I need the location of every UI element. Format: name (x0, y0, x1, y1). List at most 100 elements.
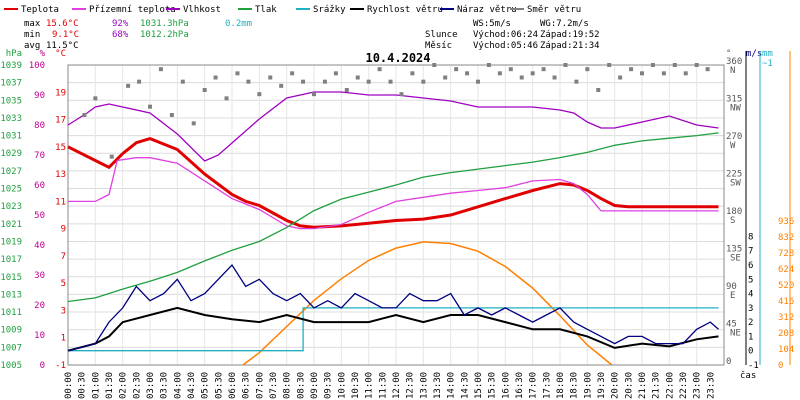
axis-tick-label: 208 (778, 329, 794, 339)
axis-label: hPa (6, 49, 22, 59)
axis-tick-label: 80 (34, 121, 45, 131)
axis-tick-label: 3 (61, 306, 66, 316)
x-tick-label: 05:30 (214, 372, 224, 399)
legend-label-4: Srážky (313, 5, 346, 15)
x-tick-label: 05:00 (201, 372, 211, 399)
x-tick-label: 19:30 (597, 372, 607, 399)
x-tick-label: 13:30 (433, 372, 443, 399)
axis-tick-label: ~1 (762, 59, 773, 69)
wind-direction-point (508, 67, 513, 72)
x-axis-label: čas (740, 370, 756, 381)
axis-tick-label: 270 (726, 132, 742, 142)
grid (67, 64, 725, 366)
series-line-6 (67, 263, 719, 352)
wind-direction-point (366, 79, 371, 84)
axis-tick-label: 416 (778, 297, 794, 307)
axis-tick-label: NW (730, 104, 741, 114)
wind-direction-point (93, 96, 98, 101)
x-tick-label: 23:30 (706, 372, 716, 399)
wind-direction-point (180, 79, 185, 84)
x-tick-label: 12:30 (406, 372, 416, 399)
axis-tick-label: 1023 (0, 202, 22, 212)
axis-tick-label: 70 (34, 151, 45, 161)
wind-direction-point (476, 79, 480, 84)
wind-direction-point (344, 88, 349, 92)
legend-label-6: Náraz větru (457, 5, 517, 15)
wind-direction-point (563, 63, 568, 67)
wind-speed-info: WS:5m/s (473, 19, 511, 29)
x-tick-label: 09:30 (324, 372, 334, 399)
axis-tick-label: SE (730, 254, 741, 264)
axis-tick-label: 520 (778, 281, 794, 291)
sun-label: Slunce (425, 30, 458, 40)
axis-tick-label: 15 (55, 143, 66, 153)
wind-direction-point (683, 71, 688, 76)
x-tick-label: 06:30 (242, 372, 252, 399)
x-tick-label: 15:00 (474, 372, 484, 399)
axis-tick-label: W (730, 141, 736, 151)
series-line-4 (68, 307, 719, 352)
axis-tick-label: 1 (61, 334, 66, 344)
axis-tick-label: 11 (55, 197, 66, 207)
solar-radiation-line (242, 241, 613, 366)
x-tick-label: 10:00 (337, 372, 347, 399)
plot-area (67, 63, 719, 366)
wind-direction-point (519, 75, 524, 80)
x-tick-label: 15:30 (488, 372, 498, 399)
series-line-5 (67, 306, 719, 352)
wind-direction-point (640, 71, 644, 76)
stat-max-temp: 15.6°C (46, 19, 79, 29)
axis-tick-label: 50 (34, 211, 45, 221)
axis-tick-label: 1005 (0, 361, 22, 371)
axis-tick-label: 1015 (0, 273, 22, 283)
x-tick-label: 02:00 (119, 372, 129, 399)
axis-tick-label: 135 (726, 245, 742, 255)
wind-direction-point (486, 63, 491, 67)
axis-tick-label: 1035 (0, 96, 22, 106)
x-tick-label: 18:30 (570, 372, 580, 399)
stat-max-rain: 0.2mm (225, 19, 252, 29)
wind-direction-point (618, 75, 623, 80)
axis-tick-label: 7 (61, 252, 66, 262)
x-tick-label: 12:00 (392, 372, 402, 399)
axis-tick-label: 7 (748, 247, 753, 257)
wind-direction-point (607, 63, 612, 67)
stat-min-press: 1012.2hPa (140, 30, 189, 40)
axis-label: % (40, 49, 46, 59)
axis-tick-label: 6 (748, 261, 753, 271)
wind-direction-point (388, 79, 393, 84)
moon-label: Měsíc (425, 41, 452, 51)
x-tick-label: 03:30 (160, 372, 170, 399)
x-tick-label: 21:30 (652, 372, 662, 399)
x-tick-label: 17:30 (542, 372, 552, 399)
axis-tick-label: 315 (726, 95, 742, 105)
axis-tick-label: 9 (61, 225, 66, 235)
x-tick-label: 07:30 (269, 372, 279, 399)
x-tick-label: 11:00 (365, 372, 375, 399)
x-tick-label: 08:00 (283, 372, 293, 399)
axis-tick-label: 728 (778, 249, 794, 259)
wind-direction-point (410, 71, 415, 76)
x-tick-label: 03:00 (146, 372, 156, 399)
wind-direction-point (672, 63, 677, 67)
x-tick-label: 10:30 (351, 372, 361, 399)
axis-tick-label: 4 (748, 290, 753, 300)
wind-gust-info: WG:7.2m/s (540, 19, 589, 29)
wind-direction-point (552, 75, 557, 80)
axis-tick-label: 1009 (0, 326, 22, 336)
wind-direction-point (126, 83, 131, 88)
x-tick-label: 21:00 (638, 372, 648, 399)
axis-tick-label: 1025 (0, 185, 22, 195)
x-tick-label: 14:00 (447, 372, 457, 399)
wind-direction-point (279, 83, 284, 88)
series-line-3 (67, 132, 719, 303)
axis-tick-label: 20 (34, 301, 45, 311)
x-tick-label: 20:00 (611, 372, 621, 399)
axis-tick-label: 10 (34, 331, 45, 341)
legend-label-7: Směr větru (527, 5, 581, 15)
x-tick-label: 01:30 (105, 372, 115, 399)
stat-max-label: max (24, 19, 41, 29)
wind-direction-point (694, 63, 699, 67)
axis-tick-label: 90 (34, 91, 45, 101)
wind-direction-point (333, 71, 338, 76)
